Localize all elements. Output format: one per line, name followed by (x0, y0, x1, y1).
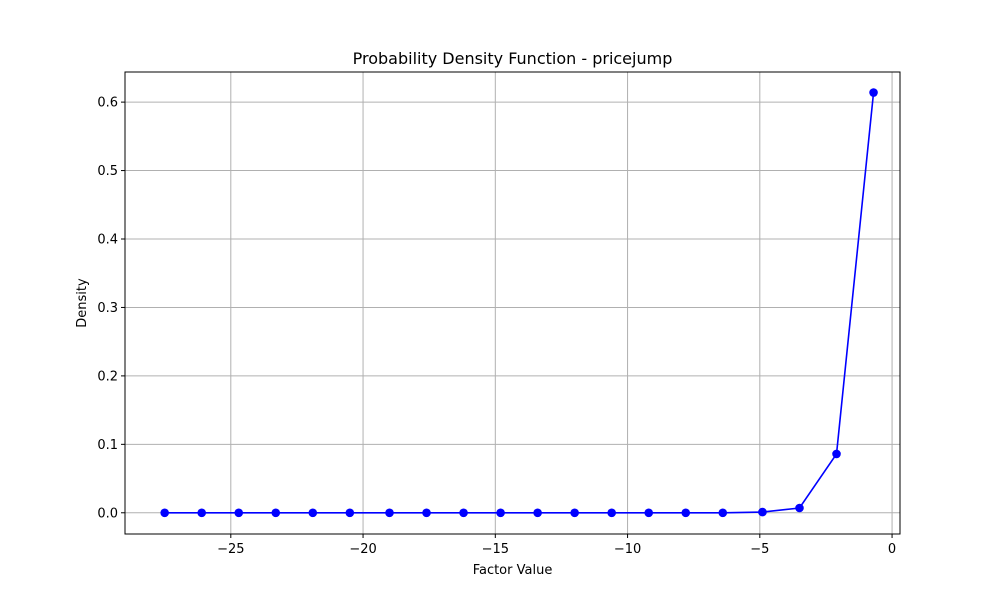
x-axis-label: Factor Value (473, 563, 553, 578)
data-point (197, 508, 207, 518)
x-tick-label: −20 (349, 542, 376, 557)
data-point (681, 508, 691, 518)
y-tick-label: 0.6 (97, 96, 118, 111)
x-axis-ticks: −25 −20 −15 −10 −5 0 (217, 534, 896, 557)
data-point (459, 508, 468, 518)
data-point (533, 508, 542, 518)
data-point (644, 508, 654, 518)
axes-frame (124, 71, 901, 535)
y-tick-label: 0.2 (97, 369, 118, 384)
data-point (496, 508, 505, 518)
x-tick-label: −5 (750, 542, 769, 557)
data-point (570, 508, 579, 518)
y-tick-label: 0.3 (97, 301, 118, 316)
y-tick-label: 0.4 (97, 233, 118, 248)
x-tick-label: −10 (614, 542, 641, 557)
grid-lines (125, 72, 900, 534)
data-point (422, 508, 431, 518)
chart-title: Probability Density Function - pricejump (353, 49, 673, 68)
series-line (164, 92, 875, 514)
data-point (345, 508, 355, 518)
data-point (160, 508, 169, 518)
y-tick-label: 0.0 (97, 506, 118, 521)
x-tick-label: −15 (482, 542, 509, 557)
data-point (271, 508, 281, 518)
data-point (869, 88, 878, 97)
series-layer (160, 88, 878, 518)
data-point (832, 449, 841, 459)
data-point (385, 508, 394, 518)
x-tick-label: 0 (888, 542, 896, 557)
y-axis-label: Density (75, 278, 90, 328)
data-point (718, 508, 728, 518)
data-point (308, 508, 318, 518)
y-tick-label: 0.5 (97, 164, 118, 179)
y-axis-ticks: 0.0 0.1 0.2 0.3 0.4 0.5 0.6 (97, 96, 125, 521)
data-point (234, 508, 244, 518)
data-point (607, 508, 616, 518)
x-tick-label: −25 (217, 542, 244, 557)
y-tick-label: 0.1 (97, 438, 118, 453)
data-point (758, 507, 767, 517)
data-point (795, 503, 804, 513)
